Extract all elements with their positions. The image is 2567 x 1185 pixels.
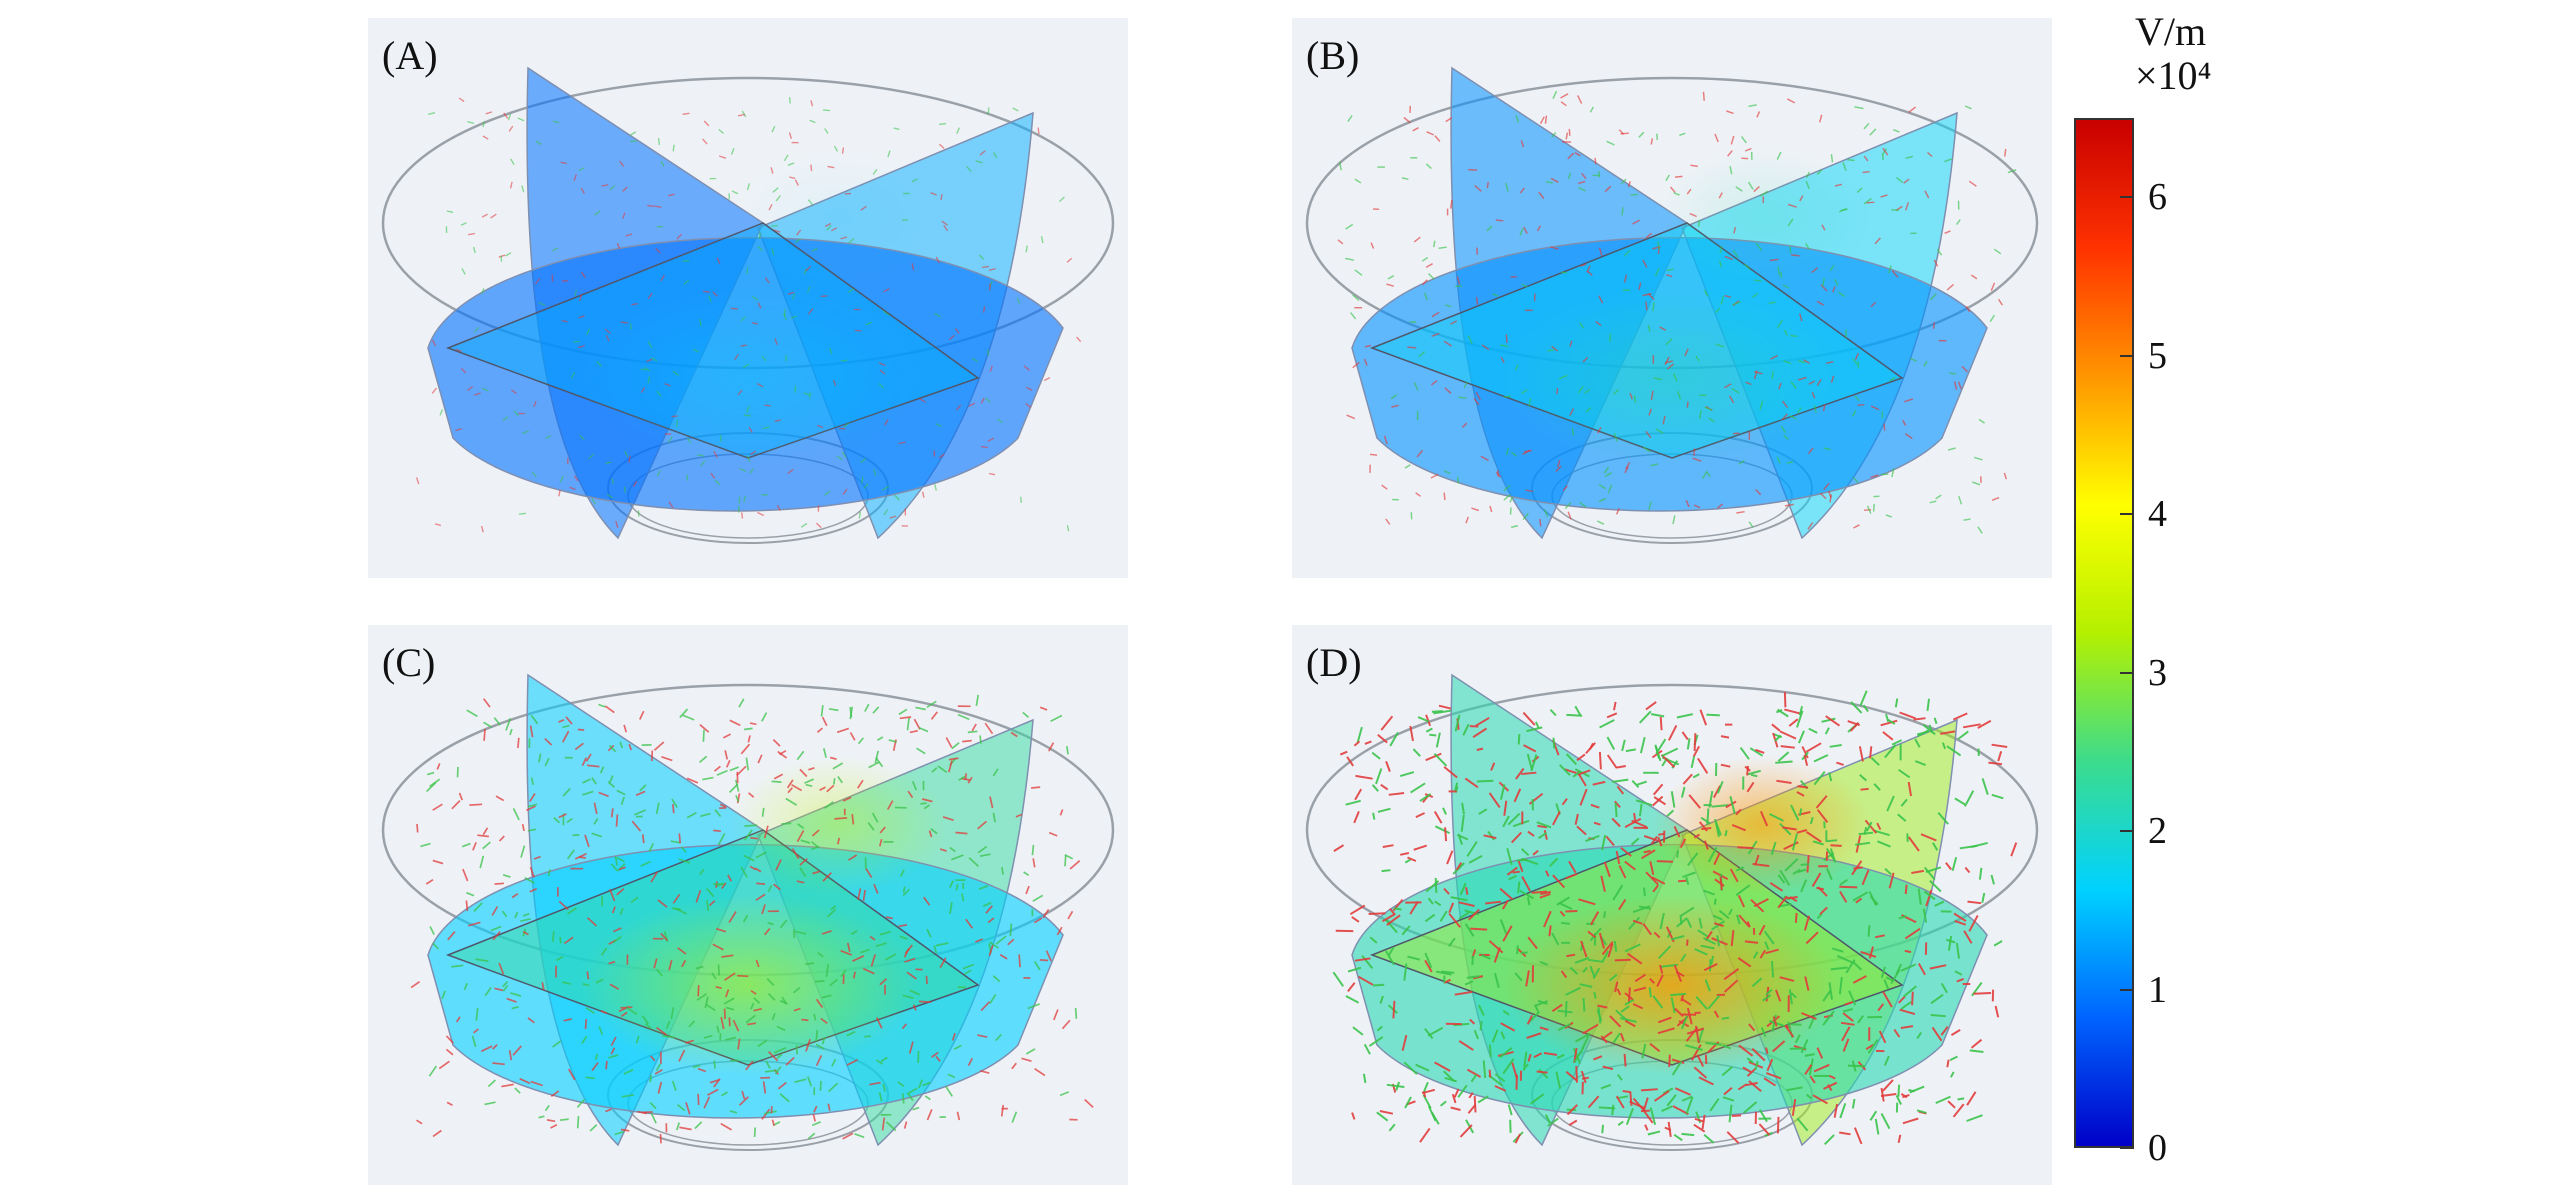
colorbar-tick-label: 4 xyxy=(2148,492,2167,536)
colorbar-tick xyxy=(2120,196,2134,198)
colorbar-tick xyxy=(2120,989,2134,991)
panel-d: (D) xyxy=(1292,625,2052,1185)
field-visualization-c xyxy=(368,625,1128,1185)
colorbar-tick-label: 6 xyxy=(2148,175,2167,219)
colorbar-scale: ×10⁴ xyxy=(2135,52,2212,99)
colorbar-tick-label: 1 xyxy=(2148,968,2167,1012)
field-hotspot-upper xyxy=(728,755,948,895)
colorbar-tick-label: 3 xyxy=(2148,651,2167,695)
field-hotspot xyxy=(1502,288,1842,468)
panel-c: (C) xyxy=(368,625,1128,1185)
panel-label-d: (D) xyxy=(1306,639,1362,686)
panel-label-b: (B) xyxy=(1306,32,1359,79)
colorbar-tick-label: 0 xyxy=(2148,1126,2167,1170)
panel-label-a: (A) xyxy=(382,32,438,79)
field-hotspot xyxy=(578,895,918,1075)
colorbar-tick xyxy=(2120,672,2134,674)
colorbar-tick xyxy=(2120,355,2134,357)
colorbar xyxy=(2074,118,2134,1148)
colorbar-tick xyxy=(2120,1147,2134,1149)
field-visualization-a xyxy=(368,18,1128,578)
colorbar-tick xyxy=(2120,830,2134,832)
field-hotspot-upper xyxy=(1652,755,1872,895)
colorbar-unit: V/m xyxy=(2135,8,2206,55)
field-hotspot-upper xyxy=(728,148,948,288)
panel-b: (B) xyxy=(1292,18,2052,578)
field-hotspot-upper xyxy=(1652,148,1872,288)
panel-label-c: (C) xyxy=(382,639,435,686)
colorbar-tick-label: 2 xyxy=(2148,809,2167,853)
panel-a: (A) xyxy=(368,18,1128,578)
field-hotspot xyxy=(578,288,918,468)
colorbar-tick xyxy=(2120,513,2134,515)
field-visualization-d xyxy=(1292,625,2052,1185)
field-visualization-b xyxy=(1292,18,2052,578)
colorbar-tick-label: 5 xyxy=(2148,334,2167,378)
